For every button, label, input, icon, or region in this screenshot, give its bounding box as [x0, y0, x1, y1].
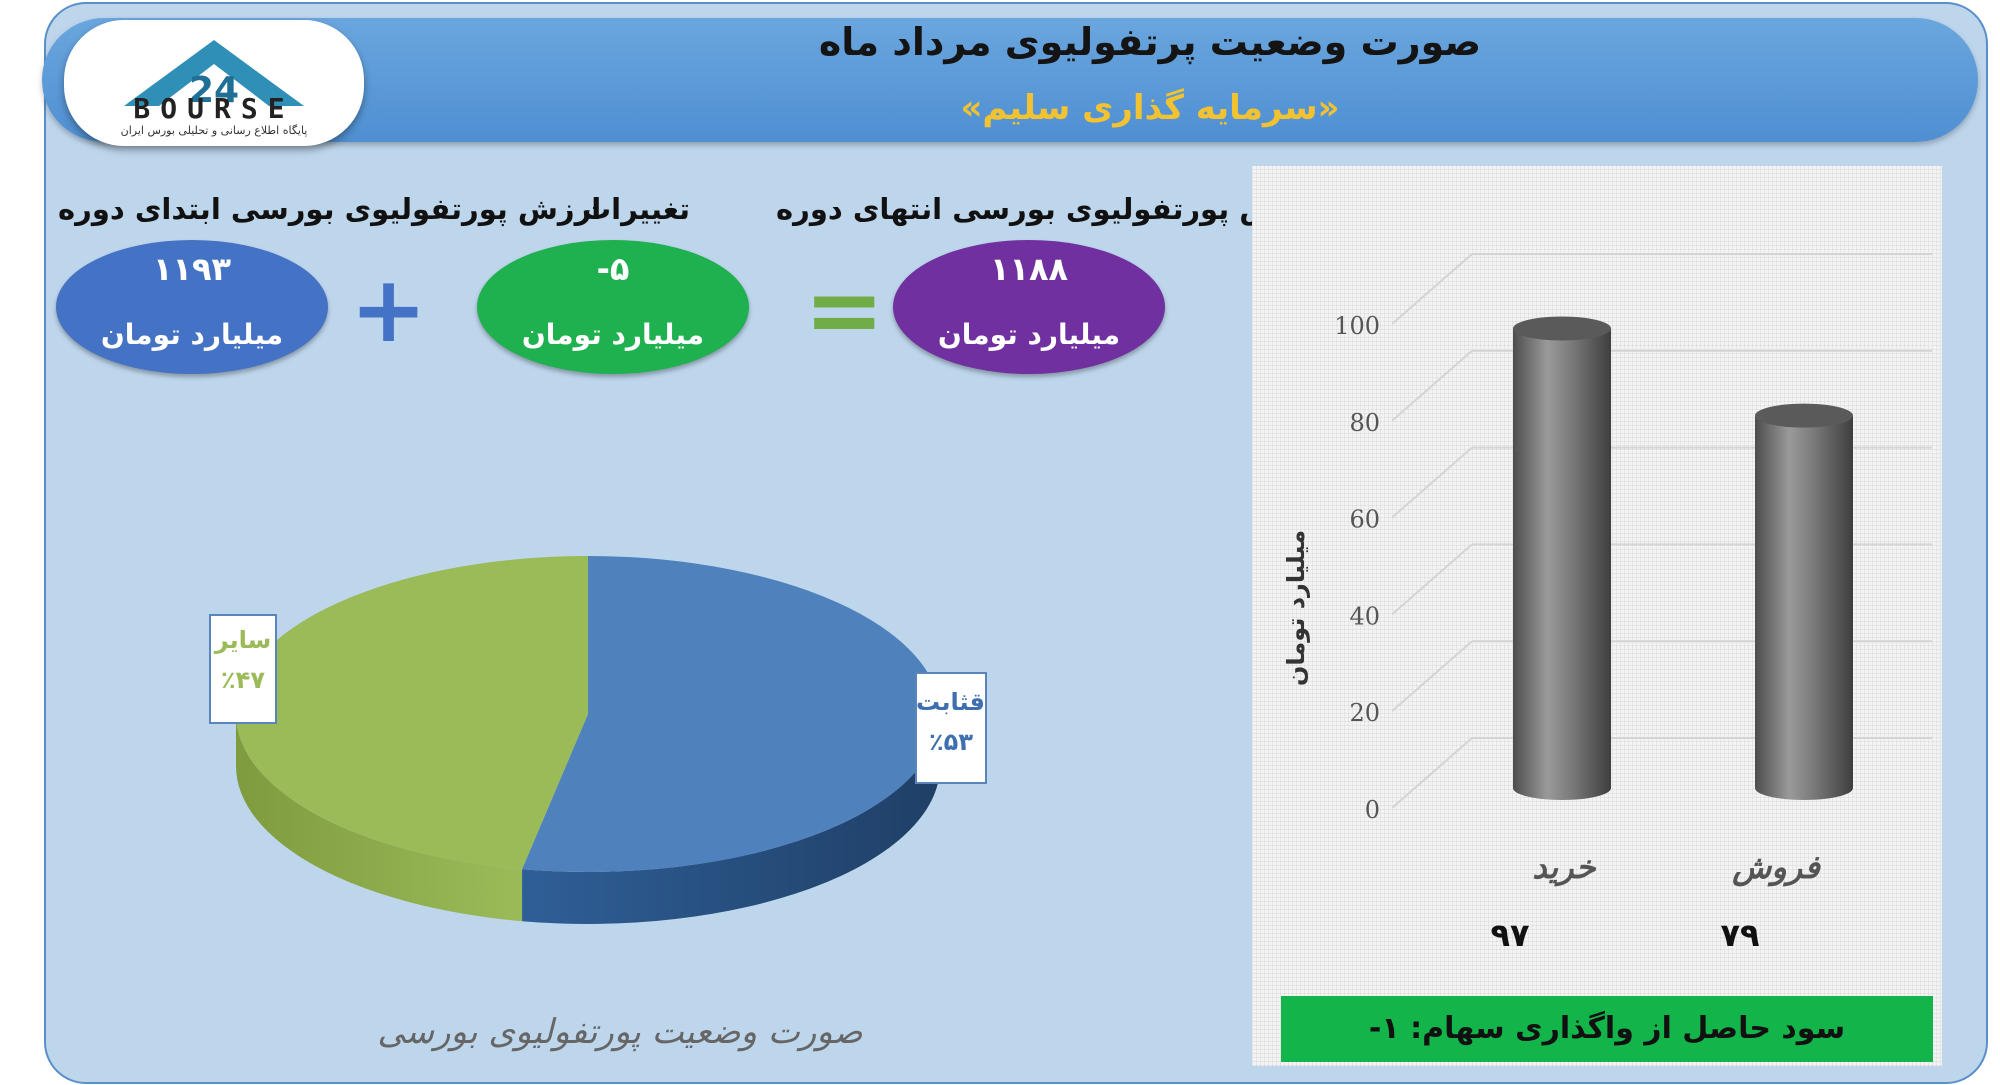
pie-label-qasabet-value: ٪۵۳	[929, 728, 973, 756]
pie-slice-sayer	[235, 556, 589, 870]
grid-line	[1391, 543, 1473, 616]
bar-0	[1513, 328, 1611, 800]
pie-chart-title: صورت وضعیت پورتفولیوی بورسی	[377, 1012, 863, 1052]
change-value: -۵	[596, 250, 630, 288]
bar-category-forush: فروش	[1731, 848, 1821, 887]
grid-line	[1391, 640, 1473, 712]
bar-value-kharid: ۹۷	[1490, 916, 1530, 954]
bar-1	[1755, 415, 1853, 800]
pie-label-qasabet-name: قثابت	[916, 688, 985, 716]
y-tick-label: 0	[1365, 796, 1380, 824]
grid-line	[1391, 350, 1473, 422]
bar-category-kharid: خرید	[1532, 848, 1596, 887]
logo: 24 BOURSE پایگاه اطلاع رسانی و تحلیلی بو…	[64, 20, 364, 146]
end-value-oval: ۱۱۸۸ میلیارد تومان	[893, 240, 1165, 374]
pie-side-green	[236, 714, 523, 922]
y-tick-label: 40	[1349, 602, 1380, 630]
grid-line	[1391, 446, 1473, 519]
end-value: ۱۱۸۸	[989, 250, 1069, 288]
end-unit: میلیارد تومان	[937, 318, 1121, 351]
bar-chart-ylabel: میلیارد تومان	[1282, 530, 1310, 686]
pie-label-sayer-name: سایر	[214, 626, 272, 654]
bar-cap-0	[1513, 316, 1611, 341]
start-value-label: ارزش پورتفولیوی بورسی ابتدای دوره	[58, 192, 602, 226]
start-value-oval: ۱۱۹۳ میلیارد تومان	[56, 240, 328, 374]
page-title: صورت وضعیت پرتفولیوی مرداد ماه	[818, 20, 1482, 64]
grid-line	[1391, 737, 1473, 809]
logo-text: BOURSE	[133, 92, 295, 125]
plus-sign: +	[350, 256, 428, 363]
start-value: ۱۱۹۳	[152, 250, 232, 288]
bar-chart-bars	[1513, 316, 1853, 800]
end-value-label: ارزش پورتفولیوی بورسی انتهای دوره	[776, 192, 1323, 226]
change-label: تغییرات	[582, 192, 691, 226]
change-unit: میلیارد تومان	[521, 318, 705, 351]
pie-label-sayer-value: ٪۴۷	[221, 666, 265, 694]
pie-chart	[235, 556, 941, 925]
pie-label-sayer: سایر ٪۴۷	[209, 614, 277, 724]
logo-tagline: پایگاه اطلاع رسانی و تحلیلی بورس ایران	[120, 124, 308, 137]
svg-text:24: 24	[189, 70, 239, 111]
y-tick-label: 100	[1334, 312, 1380, 340]
bar-value-forush: ۷۹	[1720, 916, 1759, 954]
logo-icon: 24	[124, 40, 304, 111]
sale-profit-bar: سود حاصل از واگذاری سهام: ۱-	[1281, 996, 1933, 1062]
page-subtitle: «سرمایه گذاری سلیم»	[960, 88, 1340, 128]
pie-label-qasabet: قثابت ٪۵۳	[915, 672, 987, 784]
grid-line	[1391, 253, 1473, 325]
bar-chart-y-ticks: 0 20 40 60 80 100	[1334, 312, 1380, 824]
y-tick-label: 60	[1349, 506, 1380, 534]
y-tick-label: 80	[1349, 409, 1380, 437]
bar-cap-1	[1755, 403, 1853, 428]
equals-sign: =	[804, 254, 885, 366]
header-banner	[42, 18, 1978, 142]
y-tick-label: 20	[1349, 699, 1380, 727]
pie-slice-qasabet	[522, 556, 940, 872]
pie-side-blue	[522, 714, 941, 925]
change-oval: -۵ میلیارد تومان	[477, 240, 749, 374]
start-unit: میلیارد تومان	[100, 318, 284, 351]
